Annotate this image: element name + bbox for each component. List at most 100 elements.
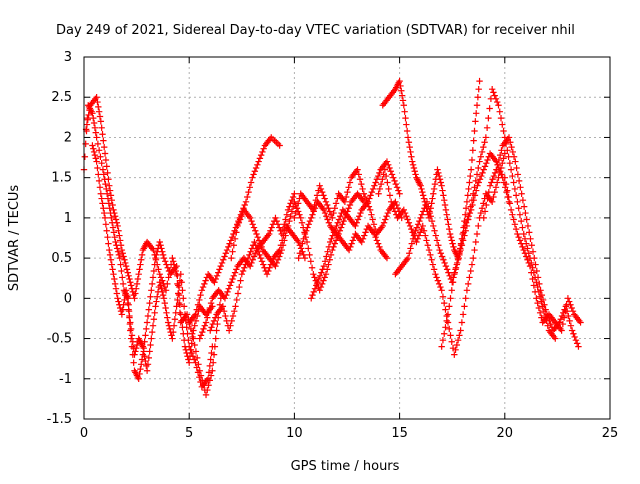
- series-track-h: [291, 166, 405, 238]
- data-point: [466, 209, 473, 217]
- data-point: [328, 235, 335, 243]
- data-point: [159, 291, 167, 299]
- data-point: [109, 266, 116, 273]
- data-point: [221, 295, 229, 302]
- data-point: [251, 168, 259, 175]
- data-point: [480, 143, 487, 151]
- data-point: [131, 351, 138, 358]
- data-point: [507, 166, 515, 173]
- data-point: [241, 201, 248, 209]
- data-point: [345, 184, 352, 191]
- data-point: [349, 237, 357, 244]
- data-point: [528, 269, 535, 276]
- data-point: [570, 330, 577, 337]
- data-point: [154, 293, 161, 300]
- data-point: [323, 213, 330, 220]
- data-point: [530, 282, 538, 289]
- data-point: [331, 240, 338, 247]
- data-point: [257, 254, 264, 262]
- data-point: [419, 188, 426, 196]
- data-point: [231, 235, 239, 243]
- data-point: [507, 139, 514, 146]
- data-point: [110, 229, 118, 236]
- data-point: [436, 246, 443, 254]
- data-point: [172, 267, 179, 275]
- data-point: [102, 156, 110, 164]
- data-point: [148, 328, 156, 336]
- data-point: [90, 119, 98, 127]
- data-point: [194, 301, 202, 308]
- data-point: [102, 180, 109, 188]
- data-point: [568, 304, 575, 312]
- data-point: [467, 172, 474, 180]
- data-point: [246, 184, 253, 191]
- data-point: [384, 209, 392, 217]
- data-point: [231, 308, 238, 315]
- data-point: [325, 261, 332, 268]
- data-point: [461, 303, 468, 310]
- data-point: [228, 317, 235, 325]
- series-track-k: [379, 77, 483, 262]
- data-point: [223, 246, 231, 254]
- data-point: [124, 299, 131, 307]
- data-point: [466, 274, 473, 281]
- data-point: [256, 155, 264, 162]
- data-point: [196, 335, 203, 342]
- data-point: [177, 271, 184, 278]
- data-point: [223, 291, 230, 299]
- data-point: [400, 102, 408, 109]
- data-point: [383, 158, 391, 165]
- data-point: [513, 164, 520, 172]
- data-point: [475, 85, 482, 93]
- data-point: [573, 340, 581, 347]
- data-point: [95, 108, 103, 115]
- data-point: [421, 205, 428, 212]
- data-point: [478, 172, 485, 180]
- data-point: [369, 185, 377, 193]
- data-point: [471, 127, 478, 135]
- data-point: [442, 324, 449, 331]
- data-point: [430, 185, 438, 193]
- data-point: [162, 287, 170, 294]
- data-point: [538, 291, 546, 299]
- data-point: [407, 245, 414, 252]
- data-point: [239, 267, 247, 275]
- data-point: [277, 250, 284, 257]
- data-point: [496, 151, 504, 159]
- data-point: [237, 277, 244, 284]
- data-point: [225, 285, 232, 292]
- data-point: [166, 267, 174, 275]
- data-point: [234, 222, 241, 230]
- data-point: [119, 306, 126, 313]
- data-point: [274, 221, 282, 228]
- data-point: [90, 148, 98, 156]
- data-point: [258, 258, 266, 265]
- data-point: [228, 279, 235, 286]
- data-point: [480, 166, 487, 173]
- data-point: [161, 283, 168, 291]
- data-point: [439, 187, 446, 194]
- data-point: [472, 110, 480, 117]
- data-point: [519, 243, 526, 251]
- data-point: [180, 295, 187, 302]
- data-point: [106, 205, 113, 212]
- data-point: [114, 295, 121, 302]
- data-point: [478, 148, 486, 156]
- data-point: [464, 216, 472, 223]
- data-point: [441, 299, 448, 307]
- data-point: [494, 179, 501, 186]
- data-point: [137, 365, 144, 373]
- data-point: [204, 386, 211, 394]
- data-point: [492, 95, 500, 103]
- data-point: [358, 238, 365, 246]
- data-point: [100, 205, 107, 212]
- data-point: [133, 280, 141, 288]
- data-point: [383, 254, 391, 262]
- data-point: [442, 206, 450, 214]
- data-point: [301, 254, 309, 262]
- data-point: [575, 343, 582, 350]
- data-point: [142, 332, 149, 339]
- data-point: [471, 184, 478, 191]
- data-point: [100, 143, 108, 151]
- data-point: [420, 195, 428, 202]
